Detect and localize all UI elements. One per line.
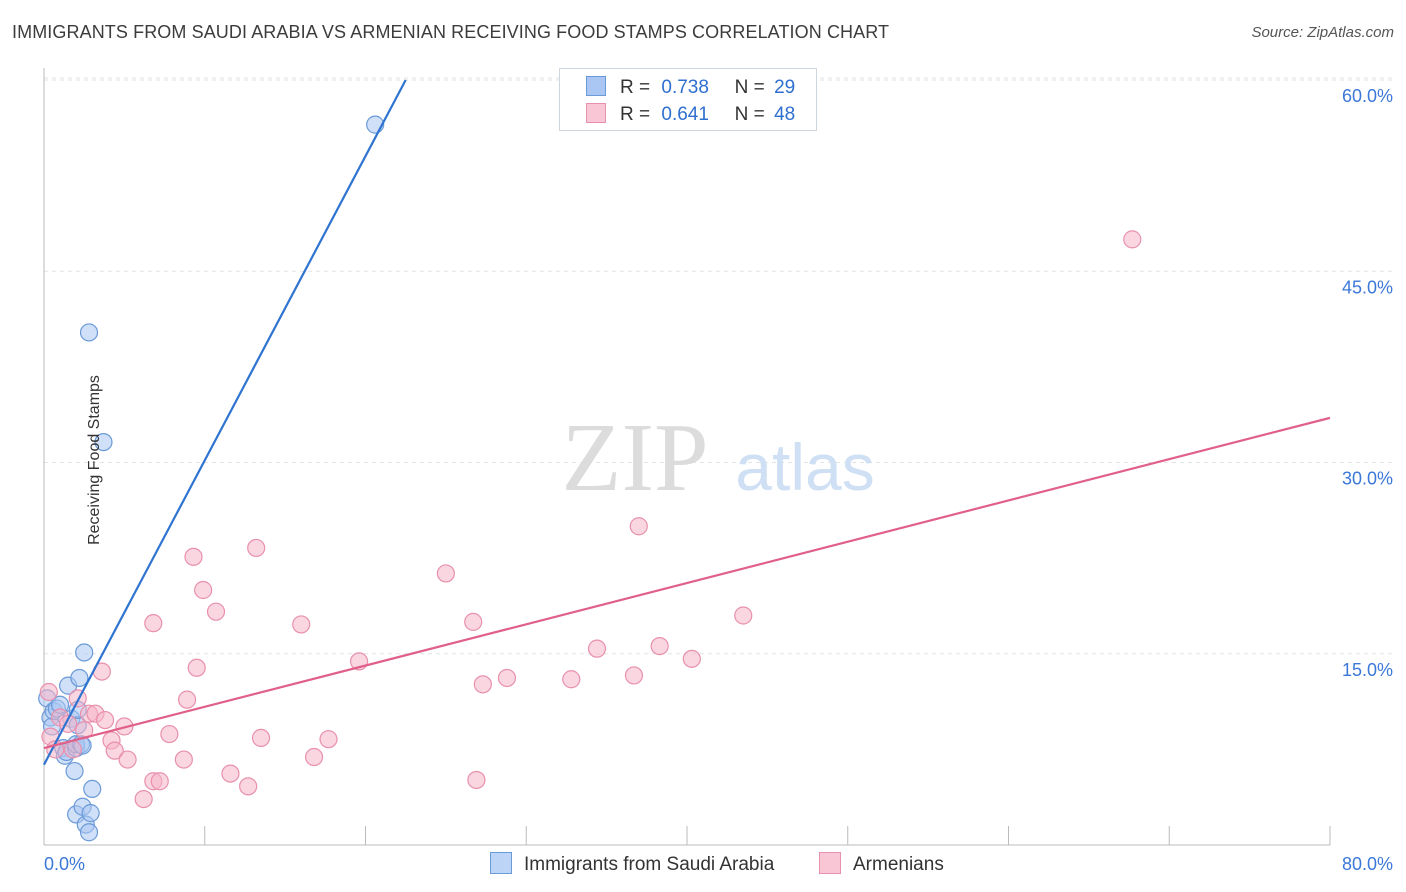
point-saudi (81, 804, 100, 823)
legend-n-value-saudi: 29 (774, 77, 796, 98)
point-armenian (292, 615, 311, 634)
point-armenian (467, 770, 486, 790)
point-armenian (650, 636, 669, 656)
bottom-legend-swatch-armenians (819, 852, 841, 874)
point-armenian (473, 675, 492, 694)
point-saudi (65, 761, 84, 781)
point-armenian (1123, 230, 1142, 249)
point-armenian (144, 614, 163, 633)
chart-title: IMMIGRANTS FROM SAUDI ARABIA VS ARMENIAN… (12, 22, 890, 42)
point-armenian (206, 602, 226, 621)
point-armenian (239, 777, 258, 796)
point-armenian (464, 612, 483, 631)
x-tick-label: 80.0% (1342, 854, 1393, 874)
point-saudi (79, 323, 99, 342)
point-armenian (319, 730, 338, 749)
watermark-atlas: atlas (735, 430, 874, 504)
y-axis-label: Receiving Food Stamps (85, 375, 103, 545)
bottom-legend-saudi: Immigrants from Saudi Arabia (490, 852, 774, 876)
point-armenian (177, 690, 197, 709)
y-tick-label: 60.0% (1342, 86, 1393, 106)
legend-r-label: R = (620, 104, 651, 125)
legend-row-saudi: R = 0.738 N = 29 (586, 76, 795, 99)
point-armenian (187, 658, 206, 677)
point-armenian (304, 747, 324, 767)
bottom-legend-armenians: Armenians (819, 852, 944, 876)
bottom-legend-label-armenians: Armenians (853, 854, 944, 875)
y-tick-label: 45.0% (1342, 277, 1393, 297)
legend-r-value-saudi: 0.738 (661, 77, 709, 98)
point-armenian (118, 750, 137, 769)
legend-row-armenians: R = 0.641 N = 48 (586, 103, 795, 126)
tick-labels: 15.0% 30.0% 45.0% 60.0% 0.0% 80.0% (44, 86, 1393, 874)
gridlines (44, 77, 1392, 655)
correlation-legend: R = 0.738 N = 29 R = 0.641 N = 48 (559, 68, 817, 131)
point-armenian (247, 538, 266, 558)
point-armenian (150, 772, 169, 791)
point-armenian (184, 547, 203, 566)
x-tick-label: 0.0% (44, 854, 85, 874)
bottom-legend-swatch-saudi (490, 852, 512, 874)
point-saudi (70, 668, 89, 688)
point-armenian (134, 789, 153, 809)
point-armenian (39, 682, 58, 702)
point-armenian (174, 750, 193, 769)
legend-swatch-saudi (586, 76, 606, 96)
legend-n-label: N = (734, 77, 765, 98)
source-label: Source: ZipAtlas.com (1251, 24, 1394, 41)
trend-line-saudi (43, 79, 407, 766)
point-armenian (160, 724, 179, 744)
y-tick-label: 30.0% (1342, 469, 1393, 489)
trend-lines (43, 79, 1331, 766)
watermark: ZIP atlas (562, 404, 875, 512)
point-armenian (629, 517, 648, 536)
legend-swatch-armenians (586, 103, 606, 123)
point-armenian (562, 670, 581, 689)
legend-r-value-armenians: 0.641 (661, 104, 709, 125)
point-saudi (75, 643, 94, 662)
point-armenian (734, 606, 753, 625)
bottom-legend-label-saudi: Immigrants from Saudi Arabia (524, 854, 775, 875)
legend-n-label: N = (734, 104, 765, 125)
watermark-zip: ZIP (562, 404, 709, 512)
point-armenian (251, 728, 271, 748)
point-armenian (105, 741, 124, 760)
point-armenian (95, 710, 115, 730)
legend-r-label: R = (620, 77, 651, 98)
y-tick-label: 15.0% (1342, 660, 1393, 680)
point-armenian (624, 666, 644, 685)
point-saudi (79, 823, 99, 842)
point-saudi (94, 433, 113, 452)
point-armenian (68, 689, 87, 708)
point-armenian (221, 764, 240, 783)
point-armenian (587, 639, 607, 658)
point-armenian (497, 668, 517, 688)
point-saudi (83, 779, 102, 799)
point-armenian (682, 649, 701, 668)
point-armenian (63, 740, 83, 759)
trend-line-armenians (43, 416, 1331, 750)
point-armenian (436, 564, 455, 583)
legend-n-value-armenians: 48 (774, 104, 796, 125)
point-armenian (194, 580, 213, 600)
